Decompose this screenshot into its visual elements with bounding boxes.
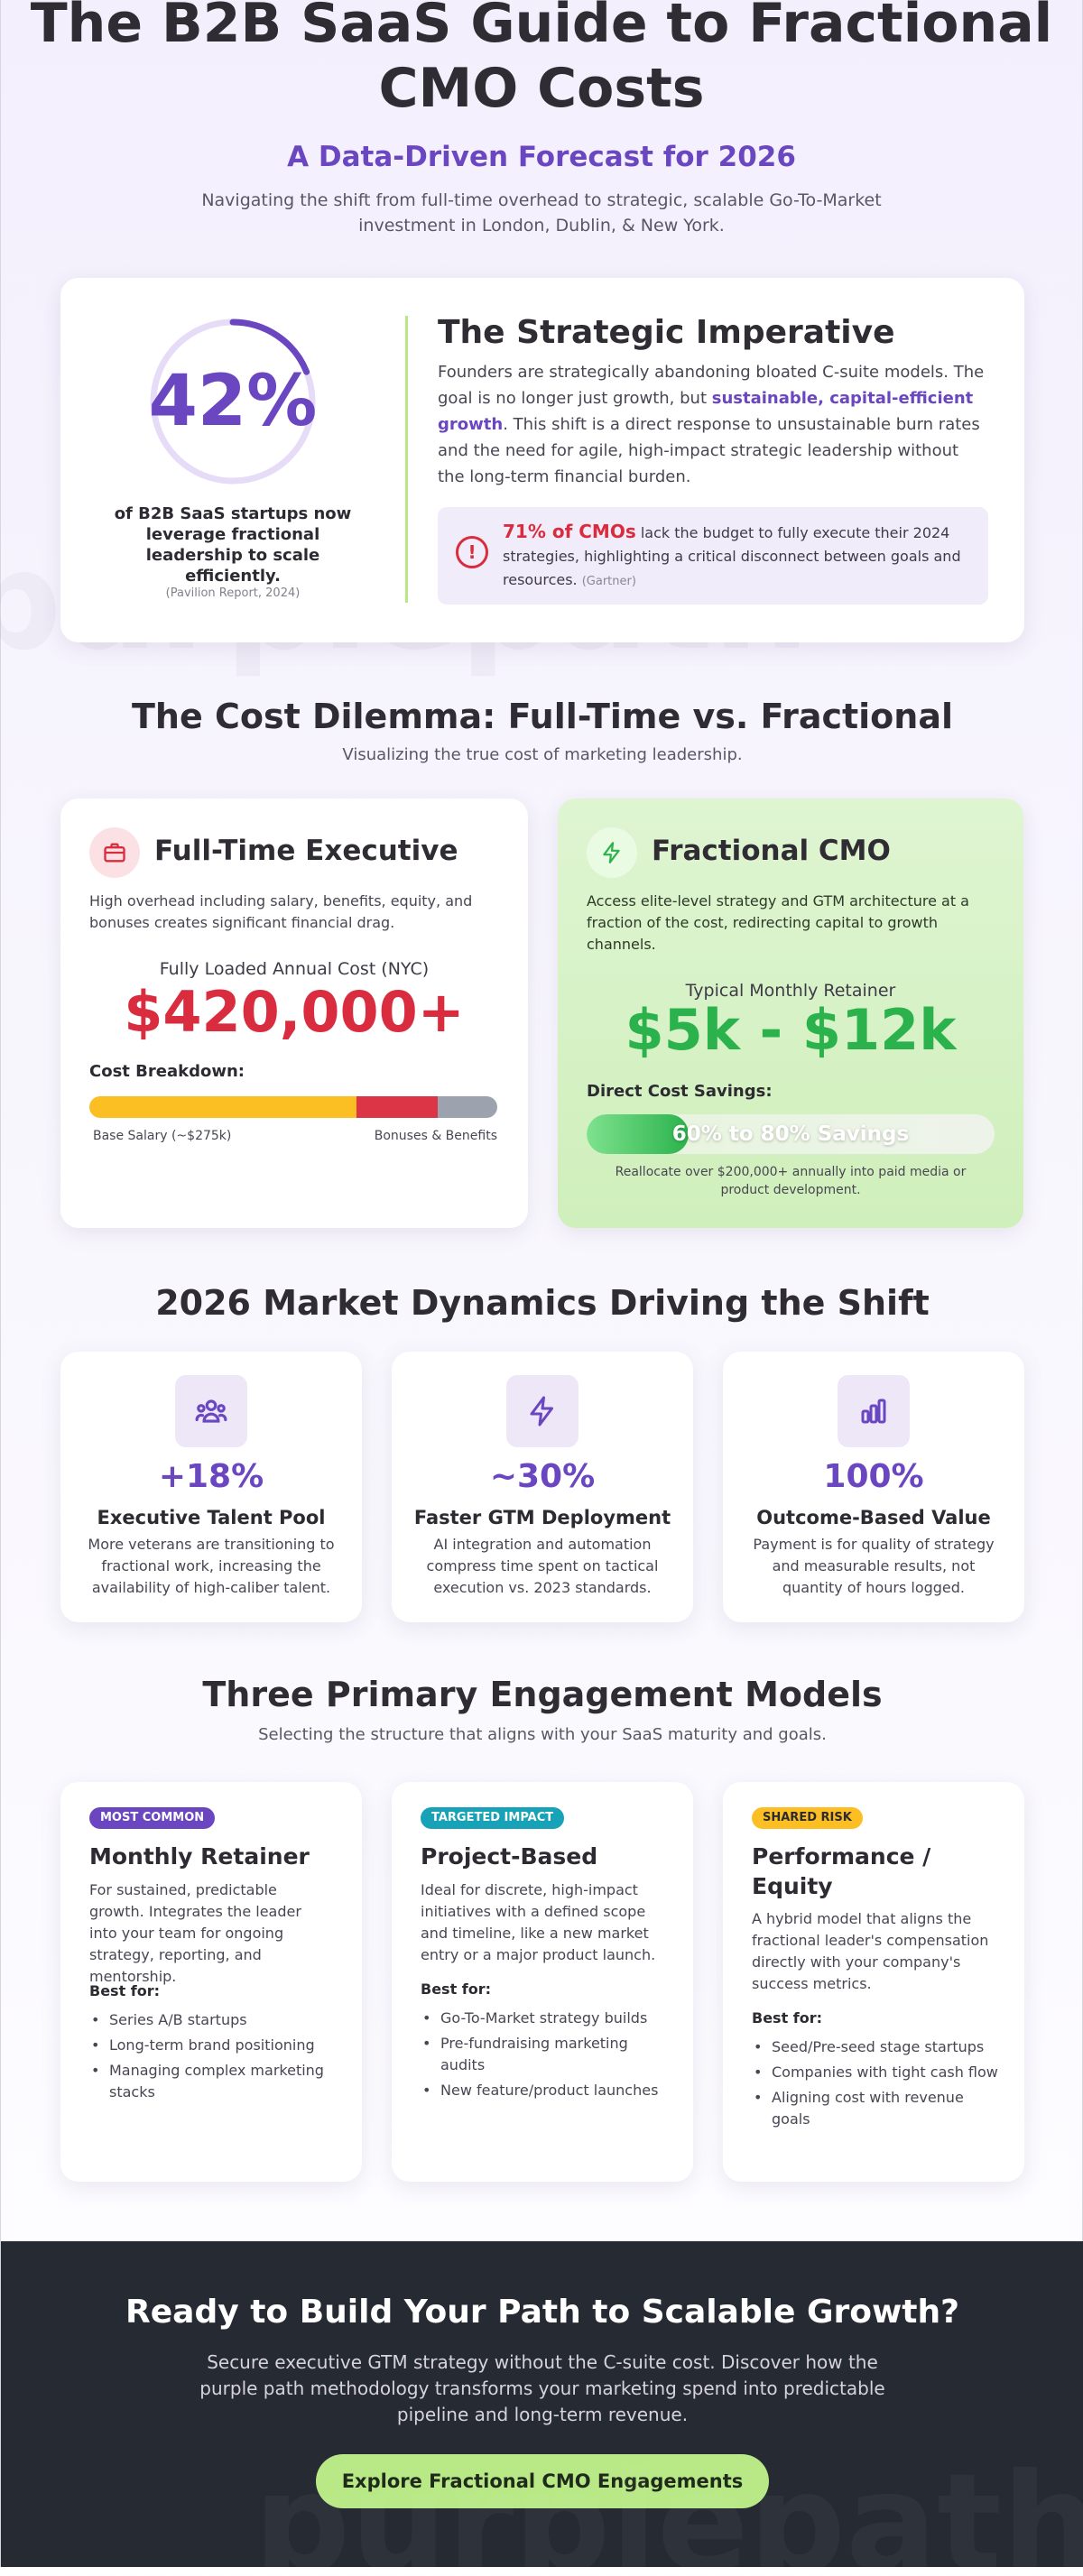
hero-description: Navigating the shift from full-time over… [201, 190, 882, 235]
model-description: For sustained, predictable growth. Integ… [89, 1881, 301, 1985]
models-title: Three Primary Engagement Models [202, 1675, 883, 1714]
users-icon [175, 1375, 247, 1447]
list-item: Go-To-Market strategy builds [421, 2008, 673, 2029]
breakdown-label: Cost Breakdown: [89, 1062, 245, 1081]
cta-title: Ready to Build Your Path to Scalable Gro… [125, 2294, 959, 2331]
savings-bar: 60% to 80% Savings [587, 1114, 995, 1154]
dynamics-card-gtm: ~30% Faster GTM Deployment AI integratio… [392, 1352, 693, 1622]
cost-segment-bonuses [356, 1096, 439, 1118]
dynamics-title: 2026 Market Dynamics Driving the Shift [155, 1283, 930, 1323]
alert-text: 71% of CMOs lack the budget to fully exe… [503, 521, 961, 588]
briefcase-icon [89, 827, 140, 878]
cta-section: Ready to Build Your Path to Scalable Gro… [1, 2241, 1083, 2567]
fractional-title: Fractional CMO [652, 835, 891, 867]
savings-note: Reallocate over $200,000+ annually into … [615, 1165, 967, 1197]
explore-engagements-button[interactable]: Explore Fractional CMO Engagements [316, 2454, 769, 2508]
best-for-label: Best for: [752, 2009, 823, 2027]
model-badge: SHARED RISK [752, 1807, 863, 1829]
imperative-heading: The Strategic Imperative [438, 314, 895, 351]
breakdown-label-right: Bonuses & Benefits [374, 1129, 497, 1143]
dynamics-title: Outcome-Based Value [756, 1507, 991, 1528]
cta-description: Secure executive GTM strategy without th… [199, 2351, 885, 2425]
fulltime-title: Full-Time Executive [154, 835, 458, 867]
list-item: Companies with tight cash flow [752, 2062, 1004, 2083]
stat-source: (Pavilion Report, 2024) [165, 586, 301, 600]
dynamics-value: 100% [823, 1458, 924, 1495]
lightning-icon [587, 827, 637, 878]
list-item: Pre-fundraising marketing audits [421, 2033, 673, 2076]
fractional-cost-value: $5k - $12k [625, 997, 957, 1063]
dynamics-title: Faster GTM Deployment [413, 1507, 671, 1528]
savings-bar-text: 60% to 80% Savings [671, 1122, 910, 1146]
list-item: Managing complex marketing stacks [89, 2060, 342, 2103]
page-title: The B2B SaaS Guide to Fractional CMO Cos… [30, 0, 1053, 120]
dilemma-title: The Cost Dilemma: Full-Time vs. Fraction… [131, 697, 953, 736]
cost-segment-base-salary [89, 1096, 357, 1118]
dynamics-card-talent: +18% Executive Talent Pool More veterans… [60, 1352, 362, 1622]
dynamics-description: More veterans are transitioning to fract… [88, 1536, 335, 1596]
stat-progress-ring [150, 319, 316, 485]
hero: The B2B SaaS Guide to Fractional CMO Cos… [1, 0, 1082, 238]
best-for-label: Best for: [89, 1982, 161, 1999]
dynamics-description: AI integration and automation compress t… [426, 1536, 659, 1596]
model-card-retainer: MOST COMMON Monthly Retainer For sustain… [60, 1782, 362, 2182]
best-for-list: Seed/Pre-seed stage startups Companies w… [752, 2036, 1004, 2134]
model-title: Monthly Retainer [89, 1843, 310, 1870]
fractional-description: Access elite-level strategy and GTM arch… [587, 892, 969, 953]
list-item: Seed/Pre-seed stage startups [752, 2036, 1004, 2058]
list-item: Aligning cost with revenue goals [752, 2087, 1004, 2130]
emphasis-text: sustainable, capital-efficient growth [438, 389, 974, 434]
model-description: A hybrid model that aligns the fractiona… [752, 1910, 989, 1992]
alert-callout: ! 71% of CMOs lack the budget to fully e… [438, 507, 988, 605]
best-for-list: Series A/B startups Long-term brand posi… [89, 2009, 342, 2107]
list-item: New feature/product launches [421, 2080, 673, 2101]
model-title: Project-Based [421, 1843, 598, 1870]
savings-label: Direct Cost Savings: [587, 1082, 773, 1101]
model-card-project: TARGETED IMPACT Project-Based Ideal for … [392, 1782, 693, 2182]
model-card-performance: SHARED RISK Performance / Equity A hybri… [723, 1782, 1024, 2182]
cost-segment-benefits [438, 1096, 497, 1118]
model-badge: TARGETED IMPACT [421, 1807, 565, 1829]
list-item: Long-term brand positioning [89, 2035, 342, 2056]
model-badge: MOST COMMON [89, 1807, 216, 1829]
best-for-list: Go-To-Market strategy builds Pre-fundrai… [421, 2008, 673, 2105]
dynamics-title: Executive Talent Pool [97, 1507, 326, 1528]
bar-chart-icon [838, 1375, 910, 1447]
best-for-label: Best for: [421, 1980, 492, 1998]
strategic-imperative-card: 42% of B2B SaaS startups now leverage fr… [60, 278, 1024, 642]
stat-value: 42% [148, 361, 318, 442]
dynamics-value: ~30% [489, 1458, 596, 1495]
fulltime-cost-value: $420,000+ [124, 979, 465, 1045]
savings-bar-fill [587, 1114, 689, 1154]
imperative-body: Founders are strategically abandoning bl… [438, 363, 985, 486]
model-description: Ideal for discrete, high-impact initiati… [421, 1881, 656, 1963]
fractional-cost-label: Typical Monthly Retainer [685, 981, 896, 1001]
dynamics-description: Payment is for quality of strategy and m… [753, 1536, 995, 1596]
dilemma-subtitle: Visualizing the true cost of marketing l… [342, 745, 743, 764]
models-subtitle: Selecting the structure that aligns with… [258, 1725, 827, 1744]
alert-circle-icon: ! [456, 536, 488, 568]
dynamics-value: +18% [158, 1458, 264, 1495]
stat-caption: of B2B SaaS startups now leverage fracti… [114, 504, 352, 586]
fulltime-cost-label: Fully Loaded Annual Cost (NYC) [159, 959, 430, 979]
page-subtitle: A Data-Driven Forecast for 2026 [287, 141, 796, 173]
list-item: Series A/B startups [89, 2009, 342, 2031]
divider [405, 316, 408, 603]
cost-breakdown-bar [89, 1096, 497, 1118]
fractional-card: Fractional CMO Access elite-level strate… [558, 799, 1023, 1228]
model-title: Performance / Equity [752, 1843, 931, 1899]
dynamics-card-value: 100% Outcome-Based Value Payment is for … [723, 1352, 1024, 1622]
breakdown-label-left: Base Salary (~$275k) [93, 1129, 232, 1143]
lightning-icon [506, 1375, 579, 1447]
fulltime-card: Full-Time Executive High overhead includ… [60, 799, 528, 1228]
fulltime-description: High overhead including salary, benefits… [89, 892, 473, 931]
